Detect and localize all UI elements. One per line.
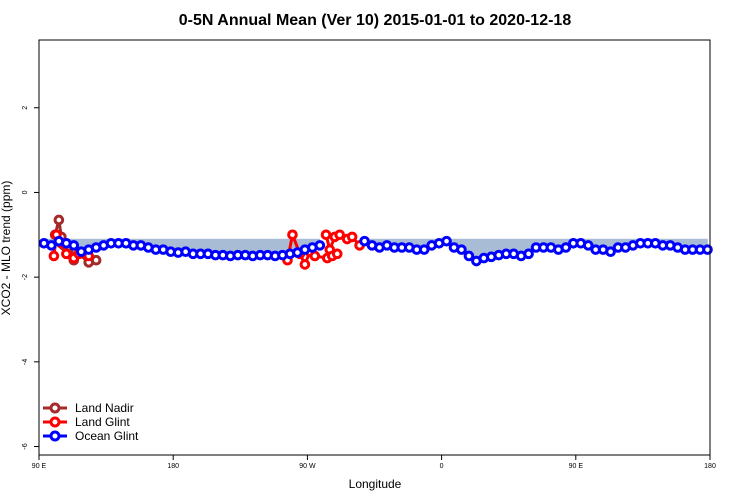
data-point-land-nadir — [53, 214, 65, 226]
x-tick-label: 90 W — [299, 463, 316, 470]
legend-marker-land-glint — [49, 416, 61, 428]
y-tick-label: -4 — [22, 359, 29, 365]
legend-label-land-nadir: Land Nadir — [75, 401, 134, 415]
data-point-land-glint — [299, 259, 311, 270]
y-tick-label: 2 — [22, 106, 29, 110]
data-point-land-glint — [346, 231, 358, 243]
data-point-land-glint — [331, 248, 343, 260]
legend-marker-ocean-glint — [49, 430, 61, 442]
legend: Land Nadir Land Glint Ocean Glint — [43, 401, 139, 443]
x-tick-label: 90 E — [569, 463, 584, 470]
data-point-ocean-glint — [560, 242, 572, 253]
chart-title: 0-5N Annual Mean (Ver 10) 2015-01-01 to … — [179, 12, 572, 29]
plot-frame — [38, 39, 711, 456]
data-point-land-nadir — [90, 254, 102, 266]
x-tick-label: 0 — [440, 463, 444, 470]
data-point-land-glint — [61, 248, 72, 260]
legend-marker-land-nadir — [49, 402, 61, 414]
data-point-ocean-glint — [605, 246, 616, 258]
data-point-ocean-glint — [314, 240, 326, 251]
x-tick-label: 180 — [704, 463, 716, 470]
data-point-ocean-glint — [68, 240, 80, 251]
data-point-land-glint — [287, 229, 298, 241]
series-points-group — [38, 214, 713, 270]
data-point-ocean-glint — [463, 250, 475, 262]
data-point-ocean-glint — [418, 244, 430, 255]
data-point-ocean-glint — [582, 240, 594, 251]
data-point-ocean-glint — [456, 244, 467, 255]
y-axis-ticks: -6 -4 -2 0 2 — [22, 106, 39, 450]
data-point-land-glint — [334, 229, 346, 241]
y-tick-label: 0 — [22, 190, 29, 194]
y-axis-label: XCO2 - MLO trend (ppm) — [0, 181, 13, 316]
legend-label-land-glint: Land Glint — [75, 415, 130, 429]
x-tick-label: 180 — [167, 463, 179, 470]
data-point-land-glint — [309, 250, 321, 262]
data-point-land-glint — [320, 229, 332, 241]
data-point-land-glint — [48, 250, 60, 262]
x-tick-label: 90 E — [32, 463, 47, 470]
data-point-ocean-glint — [702, 244, 713, 255]
data-point-ocean-glint — [46, 240, 57, 251]
x-axis-label: Longitude — [349, 477, 402, 491]
x-axis-ticks: 90 E 180 90 W 0 90 E 180 — [32, 455, 716, 470]
data-point-ocean-glint — [523, 248, 534, 260]
y-tick-label: -2 — [22, 274, 29, 280]
y-tick-label: -6 — [22, 443, 29, 449]
data-point-ocean-glint — [441, 235, 452, 247]
legend-label-ocean-glint: Ocean Glint — [75, 429, 139, 443]
data-point-ocean-glint — [359, 235, 370, 247]
